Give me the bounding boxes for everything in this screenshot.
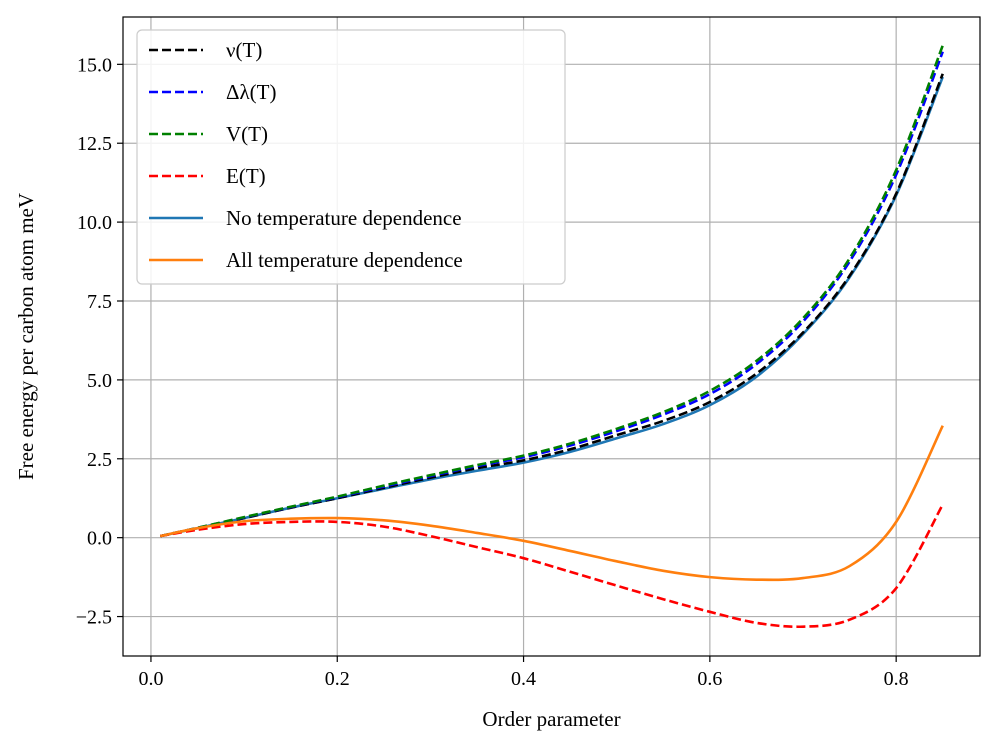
legend-label-3: E(T)	[226, 164, 266, 188]
legend-label-4: No temperature dependence	[226, 206, 462, 230]
series-line-3	[160, 503, 944, 629]
y-tick-label: 5.0	[87, 370, 112, 392]
y-axis-label: Free energy per carbon atom meV	[14, 193, 38, 480]
x-tick-label: 0.6	[697, 668, 722, 690]
y-tick-label: −2.5	[76, 607, 112, 629]
legend: ν(T) Δλ(T) V(T) E(T) No temperature dependen…	[136, 29, 566, 285]
legend-label-5: All temperature dependence	[226, 248, 463, 272]
y-tick-label: 15.0	[77, 54, 112, 76]
x-tick-label: 0.0	[138, 668, 163, 690]
series-line-5	[159, 425, 944, 582]
legend-label-0: ν(T)	[226, 38, 262, 62]
x-tick-label: 0.4	[511, 668, 536, 690]
plot-frame	[122, 16, 981, 657]
x-tick-label: 0.8	[884, 668, 909, 690]
y-tick-label: 2.5	[87, 449, 112, 471]
legend-box	[136, 29, 566, 285]
legend-label-1: Δλ(T)	[226, 80, 277, 104]
x-tick-label: 0.2	[325, 668, 350, 690]
y-tick-label: 7.5	[87, 291, 112, 313]
y-tick-label: 0.0	[87, 528, 112, 550]
series-group	[159, 44, 944, 629]
y-tick-label: 12.5	[77, 133, 112, 155]
x-axis-label: Order parameter	[482, 707, 620, 731]
ticks: 0.0 0.2 0.4 0.6 0.8 −2.5 0.0 2.5 5.0 7.5 10.0 12.5 1…	[76, 54, 909, 690]
series-line-2	[159, 44, 944, 538]
legend-label-2: V(T)	[226, 122, 268, 146]
y-tick-label: 10.0	[77, 212, 112, 234]
